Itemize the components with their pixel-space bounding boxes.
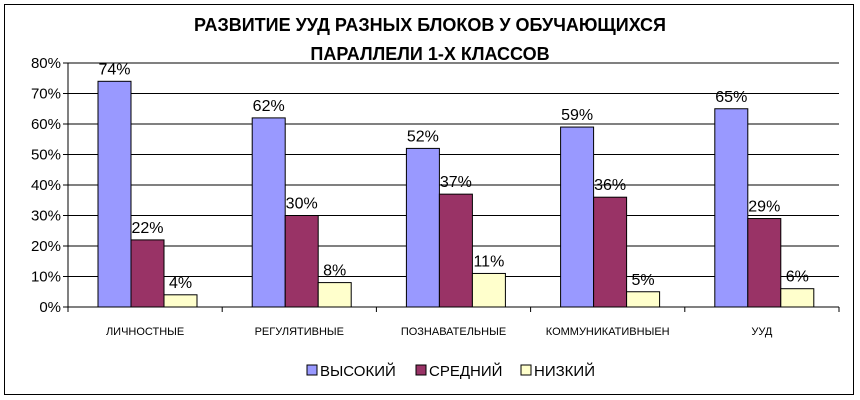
legend-swatch (306, 364, 318, 376)
legend: ВЫСОКИЙ СРЕДНИЙ НИЗКИЙ (306, 362, 595, 380)
data-label: 5% (632, 272, 655, 289)
x-tick-label: КОММУНИКАТИВНЫЕН (546, 326, 670, 338)
legend-label: ВЫСОКИЙ (320, 362, 396, 380)
legend-swatch (415, 364, 427, 376)
y-axis-tick-labels: 0% 10% 20% 30% 40% 50% 60% 70% 80% (31, 55, 61, 316)
data-label: 11% (473, 253, 504, 270)
y-tick-label: 10% (31, 269, 61, 286)
bar (317, 282, 352, 308)
data-label: 65% (715, 89, 747, 106)
data-label: 29% (748, 199, 780, 216)
bar (593, 196, 628, 308)
y-tick-label: 20% (31, 238, 61, 255)
x-tick-label: УУД (751, 326, 772, 338)
bar (747, 218, 782, 308)
y-tick-label: 30% (31, 208, 61, 225)
axes (67, 63, 840, 312)
y-tick-label: 50% (31, 147, 61, 164)
legend-label: НИЗКИЙ (534, 362, 595, 380)
bar (714, 108, 749, 308)
data-label: 4% (169, 275, 192, 292)
bars (97, 80, 815, 308)
chart-title-line: ПАРАЛЛЕЛИ 1-Х КЛАССОВ (310, 44, 549, 64)
bar (471, 272, 506, 308)
data-label: 62% (253, 98, 285, 115)
y-tick-label: 70% (31, 86, 61, 103)
bar (163, 294, 198, 308)
x-tick-label: ЛИЧНОСТНЫЕ (106, 326, 184, 338)
bar (97, 80, 132, 308)
chart-title: РАЗВИТИЕ УУД РАЗНЫХ БЛОКОВ У ОБУЧАЮЩИХСЯ… (194, 15, 666, 64)
y-tick-label: 80% (31, 55, 61, 72)
data-label: 30% (286, 196, 318, 213)
data-label: 59% (561, 107, 593, 124)
y-tick-label: 40% (31, 177, 61, 194)
bar (284, 215, 319, 308)
bar (251, 117, 286, 308)
x-tick-label: ПОЗНАВАТЕЛЬНЫЕ (401, 326, 506, 338)
data-label: 36% (594, 177, 626, 194)
bar (405, 147, 440, 308)
y-tick-label: 0% (39, 299, 61, 316)
data-label: 52% (407, 128, 439, 145)
data-label: 74% (98, 61, 130, 78)
legend-swatch (520, 364, 532, 376)
data-labels: 74% 22% 4% 62% 30% 8% 52% 37% 11% 59% 36% 5% 65% 29% 6… (98, 61, 808, 291)
data-label: 8% (323, 263, 346, 280)
x-tick-label: РЕГУЛЯТИВНЫЕ (255, 326, 344, 338)
bar (626, 291, 661, 308)
bar (560, 126, 595, 308)
data-label: 22% (131, 220, 163, 237)
bar (438, 193, 473, 308)
y-tick-label: 60% (31, 116, 61, 133)
bar (130, 239, 165, 308)
data-label: 6% (786, 269, 809, 286)
legend-label: СРЕДНИЙ (429, 362, 502, 380)
chart-title-line: РАЗВИТИЕ УУД РАЗНЫХ БЛОКОВ У ОБУЧАЮЩИХСЯ (194, 15, 666, 35)
bar (780, 288, 815, 308)
x-axis-tick-labels: ЛИЧНОСТНЫЕ РЕГУЛЯТИВНЫЕ ПОЗНАВАТЕЛЬНЫЕ КОММ… (106, 326, 773, 338)
data-label: 37% (440, 174, 472, 191)
